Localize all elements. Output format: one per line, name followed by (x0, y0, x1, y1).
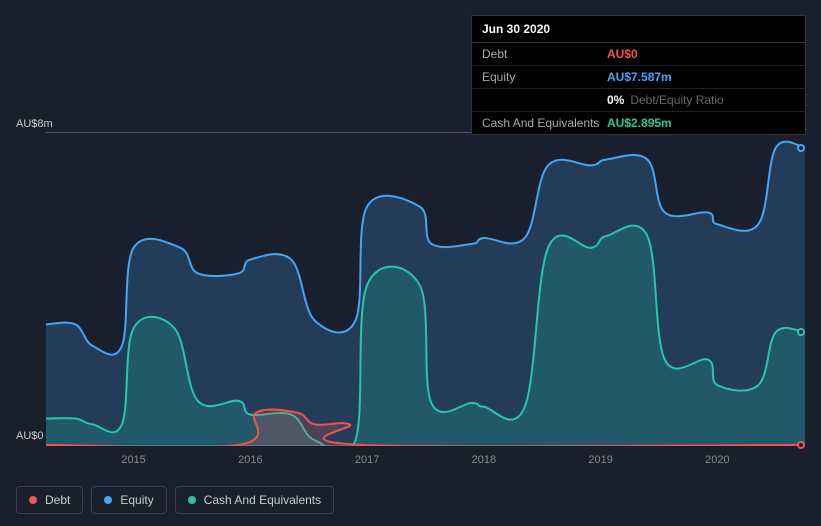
x-axis-label: 2015 (121, 454, 145, 466)
tooltip-row-label: Equity (482, 70, 607, 84)
legend-item[interactable]: Cash And Equivalents (175, 486, 334, 514)
x-axis-label: 2017 (355, 454, 379, 466)
tooltip-row-value: 0%Debt/Equity Ratio (607, 93, 795, 107)
series-end-marker (797, 144, 805, 152)
chart-tooltip: Jun 30 2020 DebtAU$0EquityAU$7.587m0%Deb… (471, 15, 806, 135)
tooltip-row-label: Debt (482, 47, 607, 61)
legend-dot-icon (188, 496, 196, 504)
chart-plot-area[interactable] (46, 132, 805, 446)
tooltip-row: DebtAU$0 (472, 43, 805, 66)
chart-legend: Debt Equity Cash And Equivalents (16, 486, 334, 514)
x-axis: 2015 2016 2017 2018 2019 2020 (46, 446, 805, 476)
tooltip-row-value: AU$7.587m (607, 70, 795, 84)
tooltip-row: EquityAU$7.587m (472, 66, 805, 89)
y-axis-min-label: AU$0 (16, 430, 44, 442)
legend-label: Debt (45, 493, 70, 507)
tooltip-row-value: AU$0 (607, 47, 795, 61)
x-axis-label: 2019 (588, 454, 612, 466)
legend-item[interactable]: Debt (16, 486, 83, 514)
series-end-marker (797, 328, 805, 336)
tooltip-row-suffix: Debt/Equity Ratio (630, 93, 723, 107)
legend-label: Cash And Equivalents (204, 493, 321, 507)
tooltip-row-label (482, 93, 607, 107)
legend-item[interactable]: Equity (91, 486, 166, 514)
tooltip-row: Cash And EquivalentsAU$2.895m (472, 112, 805, 134)
legend-label: Equity (120, 493, 153, 507)
financial-chart: AU$8m AU$0 2015 2016 2017 2018 2019 2020 (16, 120, 805, 476)
legend-dot-icon (104, 496, 112, 504)
tooltip-date: Jun 30 2020 (472, 16, 805, 43)
x-axis-label: 2016 (238, 454, 262, 466)
legend-dot-icon (29, 496, 37, 504)
x-axis-label: 2020 (705, 454, 729, 466)
x-axis-label: 2018 (472, 454, 496, 466)
tooltip-row: 0%Debt/Equity Ratio (472, 89, 805, 112)
tooltip-row-value: AU$2.895m (607, 116, 795, 130)
tooltip-row-label: Cash And Equivalents (482, 116, 607, 130)
y-axis-max-label: AU$8m (16, 118, 53, 130)
